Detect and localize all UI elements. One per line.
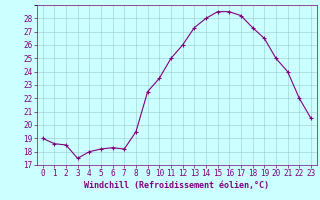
X-axis label: Windchill (Refroidissement éolien,°C): Windchill (Refroidissement éolien,°C) xyxy=(84,181,269,190)
